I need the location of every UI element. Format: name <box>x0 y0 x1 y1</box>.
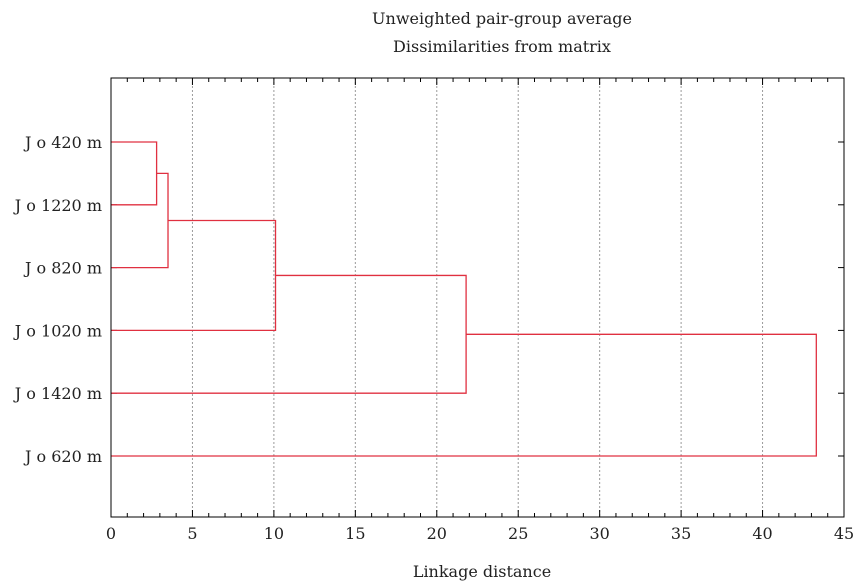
x-tick-label-10: 10 <box>264 524 284 543</box>
dendrogram-link-2 <box>111 172 169 269</box>
leaf-label: J o 1220 m <box>13 196 102 215</box>
x-tick-label-40: 40 <box>752 524 772 543</box>
dendrogram-links <box>111 141 817 457</box>
x-tick-label-5: 5 <box>187 524 197 543</box>
axis-ticks <box>110 78 845 517</box>
leaf-label: J o 1020 m <box>13 321 102 340</box>
x-tick-label-25: 25 <box>508 524 528 543</box>
dendrogram-link-1 <box>111 141 158 206</box>
x-tick-labels: 0 5 10 15 20 25 30 35 40 45 <box>106 524 854 543</box>
x-tick-label-45: 45 <box>834 524 854 543</box>
dendrogram-link-5 <box>111 333 817 457</box>
x-tick-label-0: 0 <box>106 524 116 543</box>
leaf-label: J o 1420 m <box>13 384 102 403</box>
x-tick-label-20: 20 <box>427 524 447 543</box>
plot-frame <box>110 77 845 518</box>
dendrogram-link-4 <box>111 274 467 394</box>
leaf-label: J o 620 m <box>23 447 102 466</box>
chart-title: Unweighted pair-group average <box>372 9 632 28</box>
leaf-labels: J o 420 m J o 1220 m J o 820 m J o 1020 m J … <box>13 133 102 466</box>
grid-lines <box>191 78 764 517</box>
x-tick-label-35: 35 <box>671 524 691 543</box>
x-tick-label-15: 15 <box>345 524 365 543</box>
chart-subtitle: Dissimilarities from matrix <box>393 37 611 56</box>
x-axis-label: Linkage distance <box>413 562 551 581</box>
leaf-label: J o 420 m <box>23 133 102 152</box>
leaf-label: J o 820 m <box>23 259 102 278</box>
dendrogram-link-3 <box>111 219 277 332</box>
x-tick-label-30: 30 <box>589 524 609 543</box>
